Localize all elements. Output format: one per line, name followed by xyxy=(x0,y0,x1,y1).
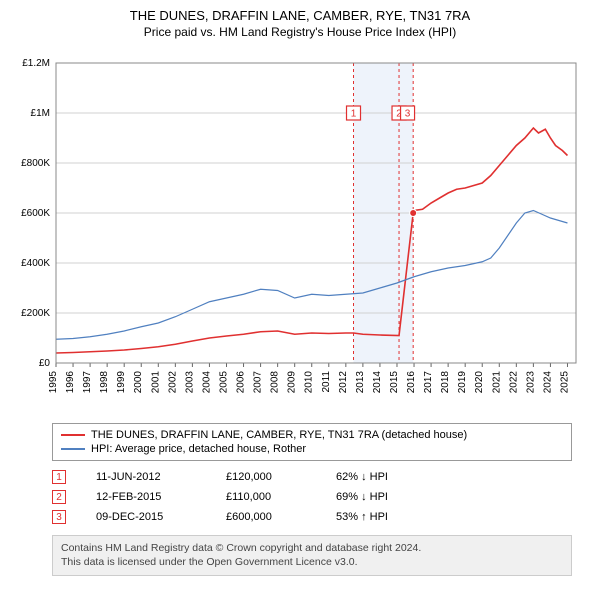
svg-text:2011: 2011 xyxy=(321,371,332,393)
event-row: 2 12-FEB-2015 £110,000 69% ↓ HPI xyxy=(52,487,572,507)
event-diff: 69% ↓ HPI xyxy=(336,491,436,503)
event-row: 3 09-DEC-2015 £600,000 53% ↑ HPI xyxy=(52,507,572,527)
svg-text:2002: 2002 xyxy=(167,371,178,394)
svg-text:£400K: £400K xyxy=(21,258,50,269)
svg-text:2021: 2021 xyxy=(491,371,502,394)
svg-text:1995: 1995 xyxy=(48,371,59,394)
svg-text:2005: 2005 xyxy=(218,371,229,394)
svg-text:2008: 2008 xyxy=(270,371,281,394)
svg-text:£800K: £800K xyxy=(21,158,50,169)
legend-swatch xyxy=(61,434,85,436)
svg-text:£1.2M: £1.2M xyxy=(22,58,50,69)
svg-text:1996: 1996 xyxy=(65,371,76,394)
svg-text:2010: 2010 xyxy=(304,371,315,394)
event-diff: 53% ↑ HPI xyxy=(336,511,436,523)
svg-text:2013: 2013 xyxy=(355,371,366,394)
legend: THE DUNES, DRAFFIN LANE, CAMBER, RYE, TN… xyxy=(52,423,572,461)
svg-text:1998: 1998 xyxy=(99,371,110,394)
svg-text:2022: 2022 xyxy=(508,371,519,394)
svg-text:2024: 2024 xyxy=(542,371,553,394)
event-date: 11-JUN-2012 xyxy=(96,471,196,483)
svg-text:£1M: £1M xyxy=(31,108,50,119)
chart-svg: £0 £200K £400K £600K £800K £1M £1.2M 1995 1996 19… xyxy=(10,45,590,415)
svg-text:2023: 2023 xyxy=(525,371,536,394)
legend-item: THE DUNES, DRAFFIN LANE, CAMBER, RYE, TN… xyxy=(61,428,563,442)
svg-text:2006: 2006 xyxy=(236,371,247,394)
svg-text:2018: 2018 xyxy=(440,371,451,394)
svg-text:2014: 2014 xyxy=(372,371,383,394)
chart-title: THE DUNES, DRAFFIN LANE, CAMBER, RYE, TN… xyxy=(10,8,590,23)
event-date: 09-DEC-2015 xyxy=(96,511,196,523)
svg-text:2004: 2004 xyxy=(201,371,212,394)
event-marker: 2 xyxy=(52,490,66,504)
legend-label: THE DUNES, DRAFFIN LANE, CAMBER, RYE, TN… xyxy=(91,429,467,441)
event-price: £110,000 xyxy=(226,491,306,503)
svg-text:2009: 2009 xyxy=(287,371,298,394)
svg-text:2025: 2025 xyxy=(559,371,570,394)
footnote-line2: This data is licensed under the Open Gov… xyxy=(61,556,563,570)
svg-text:2012: 2012 xyxy=(338,371,349,394)
svg-text:2007: 2007 xyxy=(253,371,264,394)
svg-text:2019: 2019 xyxy=(457,371,468,394)
event-marker: 3 xyxy=(52,510,66,524)
svg-text:1999: 1999 xyxy=(116,371,127,394)
svg-text:2017: 2017 xyxy=(423,371,434,394)
footnote-line1: Contains HM Land Registry data © Crown c… xyxy=(61,542,563,556)
chart-container: THE DUNES, DRAFFIN LANE, CAMBER, RYE, TN… xyxy=(0,0,600,584)
svg-text:2020: 2020 xyxy=(474,371,485,394)
svg-text:£0: £0 xyxy=(39,358,51,369)
event-marker: 1 xyxy=(52,470,66,484)
event-date: 12-FEB-2015 xyxy=(96,491,196,503)
svg-text:2001: 2001 xyxy=(150,371,161,394)
legend-swatch xyxy=(61,448,85,450)
footnote: Contains HM Land Registry data © Crown c… xyxy=(52,535,572,576)
chart-plot-area: £0 £200K £400K £600K £800K £1M £1.2M 1995 1996 19… xyxy=(10,45,590,415)
svg-text:3: 3 xyxy=(405,109,411,120)
event-price: £600,000 xyxy=(226,511,306,523)
svg-text:£200K: £200K xyxy=(21,308,50,319)
svg-text:1997: 1997 xyxy=(82,371,93,394)
legend-item: HPI: Average price, detached house, Roth… xyxy=(61,442,563,456)
event-price: £120,000 xyxy=(226,471,306,483)
event-row: 1 11-JUN-2012 £120,000 62% ↓ HPI xyxy=(52,467,572,487)
svg-text:£600K: £600K xyxy=(21,208,50,219)
svg-text:2000: 2000 xyxy=(133,371,144,394)
chart-subtitle: Price paid vs. HM Land Registry's House … xyxy=(10,25,590,39)
legend-label: HPI: Average price, detached house, Roth… xyxy=(91,443,306,455)
svg-text:2015: 2015 xyxy=(389,371,400,394)
svg-text:2016: 2016 xyxy=(406,371,417,394)
svg-text:2003: 2003 xyxy=(184,371,195,394)
event-diff: 62% ↓ HPI xyxy=(336,471,436,483)
svg-text:1: 1 xyxy=(351,109,357,120)
events-table: 1 11-JUN-2012 £120,000 62% ↓ HPI 2 12-FEB-201… xyxy=(52,467,572,527)
